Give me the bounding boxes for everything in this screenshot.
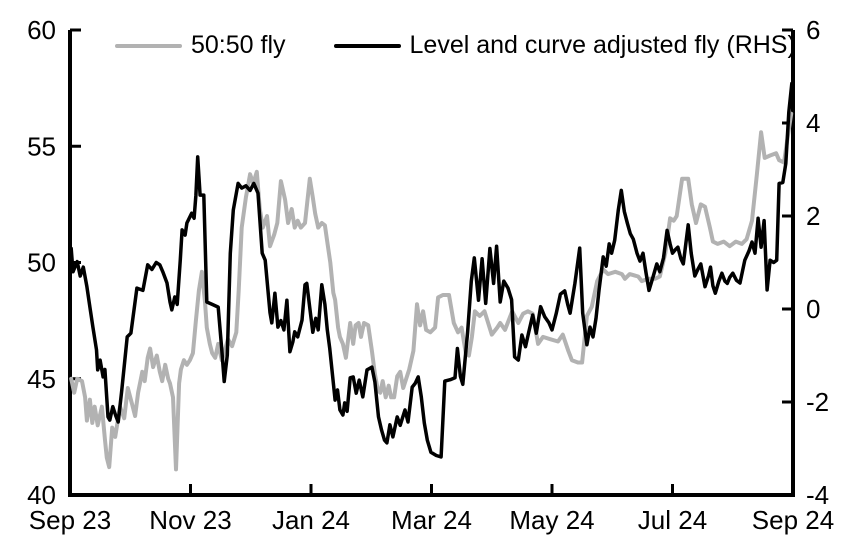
left-axis-tick-label: 45 xyxy=(27,364,56,394)
right-axis-tick-label: 6 xyxy=(806,15,820,45)
series-line-level-curve-adjusted-fly xyxy=(69,81,794,459)
x-axis-tick-label: Mar 24 xyxy=(391,505,472,535)
left-axis-tick-label: 40 xyxy=(27,480,56,510)
x-axis-tick-label: May 24 xyxy=(509,505,594,535)
x-axis-tick-label: Jan 24 xyxy=(272,505,350,535)
series-line-50-50-fly xyxy=(69,111,794,472)
right-axis-tick-label: -2 xyxy=(806,387,829,417)
left-axis-tick-label: 50 xyxy=(27,248,56,278)
right-axis-tick-label: 0 xyxy=(806,294,820,324)
left-axis-tick-label: 55 xyxy=(27,131,56,161)
right-axis-tick-label: -4 xyxy=(806,480,829,510)
x-axis-tick-label: Sep 24 xyxy=(752,505,834,535)
left-axis-tick-label: 60 xyxy=(27,15,56,45)
x-axis-tick-label: Nov 23 xyxy=(149,505,231,535)
x-axis-tick-label: Sep 23 xyxy=(29,505,111,535)
right-axis-tick-label: 2 xyxy=(806,201,820,231)
x-axis-tick-label: Jul 24 xyxy=(638,505,707,535)
right-axis-tick-label: 4 xyxy=(806,108,820,138)
